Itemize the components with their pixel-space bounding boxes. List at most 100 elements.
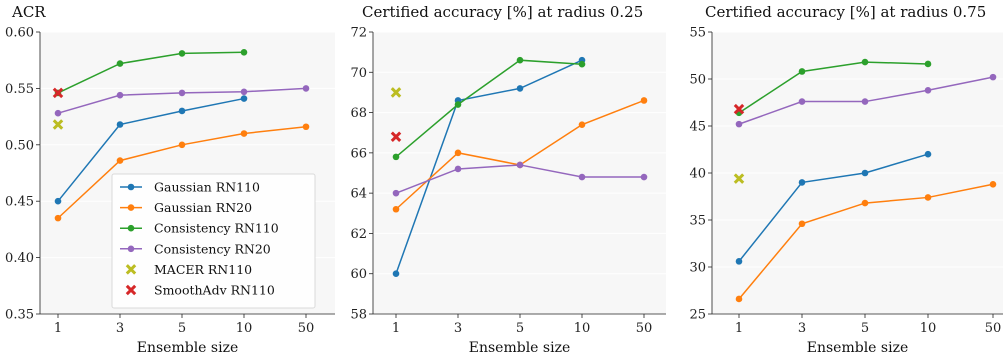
data-point xyxy=(798,179,806,186)
data-point xyxy=(178,50,186,57)
data-point xyxy=(735,258,743,265)
data-point xyxy=(861,199,869,207)
legend-label: Consistency RN20 xyxy=(154,241,271,256)
data-point xyxy=(861,98,869,105)
data-point xyxy=(798,68,806,75)
data-point xyxy=(116,157,124,164)
y-tick-label: 62 xyxy=(350,227,367,242)
y-tick-label: 70 xyxy=(350,66,367,81)
data-point xyxy=(516,161,524,169)
y-tick-label: 0.60 xyxy=(5,26,34,41)
data-point xyxy=(640,173,648,181)
x-tick-label: 10 xyxy=(920,321,937,336)
x-tick-label: 1 xyxy=(54,321,62,336)
y-tick-label: 55 xyxy=(689,26,706,41)
data-point xyxy=(178,141,186,149)
data-point xyxy=(178,107,186,115)
data-point xyxy=(516,85,524,92)
x-axis-label: Ensemble size xyxy=(137,340,238,356)
y-tick-label: 66 xyxy=(350,146,367,161)
series-line xyxy=(57,97,245,202)
x-tick-label: 3 xyxy=(798,321,806,336)
x-tick-label: 50 xyxy=(636,321,653,336)
y-tick-label: 72 xyxy=(350,26,367,41)
data-point xyxy=(54,197,62,205)
series-line xyxy=(395,59,583,274)
legend-label: SmoothAdv RN110 xyxy=(154,283,275,298)
y-tick-label: 30 xyxy=(689,261,706,276)
data-point-x xyxy=(52,119,64,130)
x-tick-label: 10 xyxy=(236,321,253,336)
legend-marker xyxy=(127,245,135,253)
data-point xyxy=(302,123,310,131)
y-tick-label: 60 xyxy=(350,267,367,282)
data-point xyxy=(578,121,586,128)
data-point-x xyxy=(390,131,402,143)
legend-marker xyxy=(125,264,137,275)
x-tick-label: 3 xyxy=(116,321,124,336)
data-point xyxy=(924,150,932,158)
data-point xyxy=(392,189,400,197)
y-tick-label: 0.55 xyxy=(5,82,34,97)
data-point xyxy=(240,95,248,102)
chart-title: Certified accuracy [%] at radius 0.25 xyxy=(362,3,643,21)
legend-label: Gaussian RN110 xyxy=(154,180,260,195)
data-point xyxy=(454,149,462,157)
y-tick-label: 0.50 xyxy=(5,138,34,153)
legend-marker xyxy=(125,284,137,296)
legend-marker xyxy=(127,183,135,191)
legend-label: Consistency RN110 xyxy=(154,221,279,236)
series-line xyxy=(738,153,929,262)
data-point-x xyxy=(390,87,402,98)
x-tick-label: 5 xyxy=(516,321,524,336)
data-point xyxy=(454,101,462,108)
series-line xyxy=(738,61,929,114)
data-point xyxy=(178,89,186,97)
plot-area-2 xyxy=(373,32,666,314)
x-tick-label: 1 xyxy=(392,321,400,336)
y-tick-label: 40 xyxy=(689,167,706,182)
x-axis-label: Ensemble size xyxy=(469,340,570,356)
data-point-x xyxy=(733,103,745,115)
data-point xyxy=(578,60,586,68)
y-tick-label: 50 xyxy=(689,73,706,88)
y-tick-label: 25 xyxy=(689,308,706,323)
data-point xyxy=(924,86,932,94)
x-tick-label: 10 xyxy=(574,321,591,336)
y-tick-label: 35 xyxy=(689,214,706,229)
data-point xyxy=(798,220,806,228)
data-point xyxy=(578,173,586,181)
legend-marker xyxy=(127,204,135,211)
series-line xyxy=(395,59,583,158)
data-point xyxy=(392,270,400,278)
x-tick-label: 3 xyxy=(454,321,462,336)
y-tick-label: 0.40 xyxy=(5,251,34,266)
legend-marker xyxy=(127,224,135,232)
data-point xyxy=(116,121,124,128)
y-tick-label: 64 xyxy=(350,187,367,202)
y-tick-label: 0.45 xyxy=(5,195,34,210)
x-tick-label: 5 xyxy=(178,321,186,336)
legend-label: Gaussian RN20 xyxy=(154,200,252,215)
data-point xyxy=(735,120,743,128)
data-point xyxy=(989,180,997,188)
x-tick-label: 1 xyxy=(735,321,743,336)
data-point xyxy=(924,60,932,68)
data-point xyxy=(861,58,869,66)
data-point xyxy=(516,56,524,64)
data-point xyxy=(392,153,400,161)
data-point xyxy=(240,49,248,56)
y-tick-label: 68 xyxy=(350,106,367,121)
data-point xyxy=(392,205,400,213)
data-point xyxy=(54,109,62,117)
data-point-x xyxy=(52,87,64,99)
data-point xyxy=(735,295,743,303)
legend-box xyxy=(111,173,316,309)
chart-title: ACR xyxy=(11,3,46,21)
data-point xyxy=(454,165,462,173)
y-tick-label: 58 xyxy=(350,308,367,323)
y-tick-label: 0.35 xyxy=(5,308,34,323)
series-line xyxy=(57,51,245,94)
chart-title: Certified accuracy [%] at radius 0.75 xyxy=(705,3,986,21)
